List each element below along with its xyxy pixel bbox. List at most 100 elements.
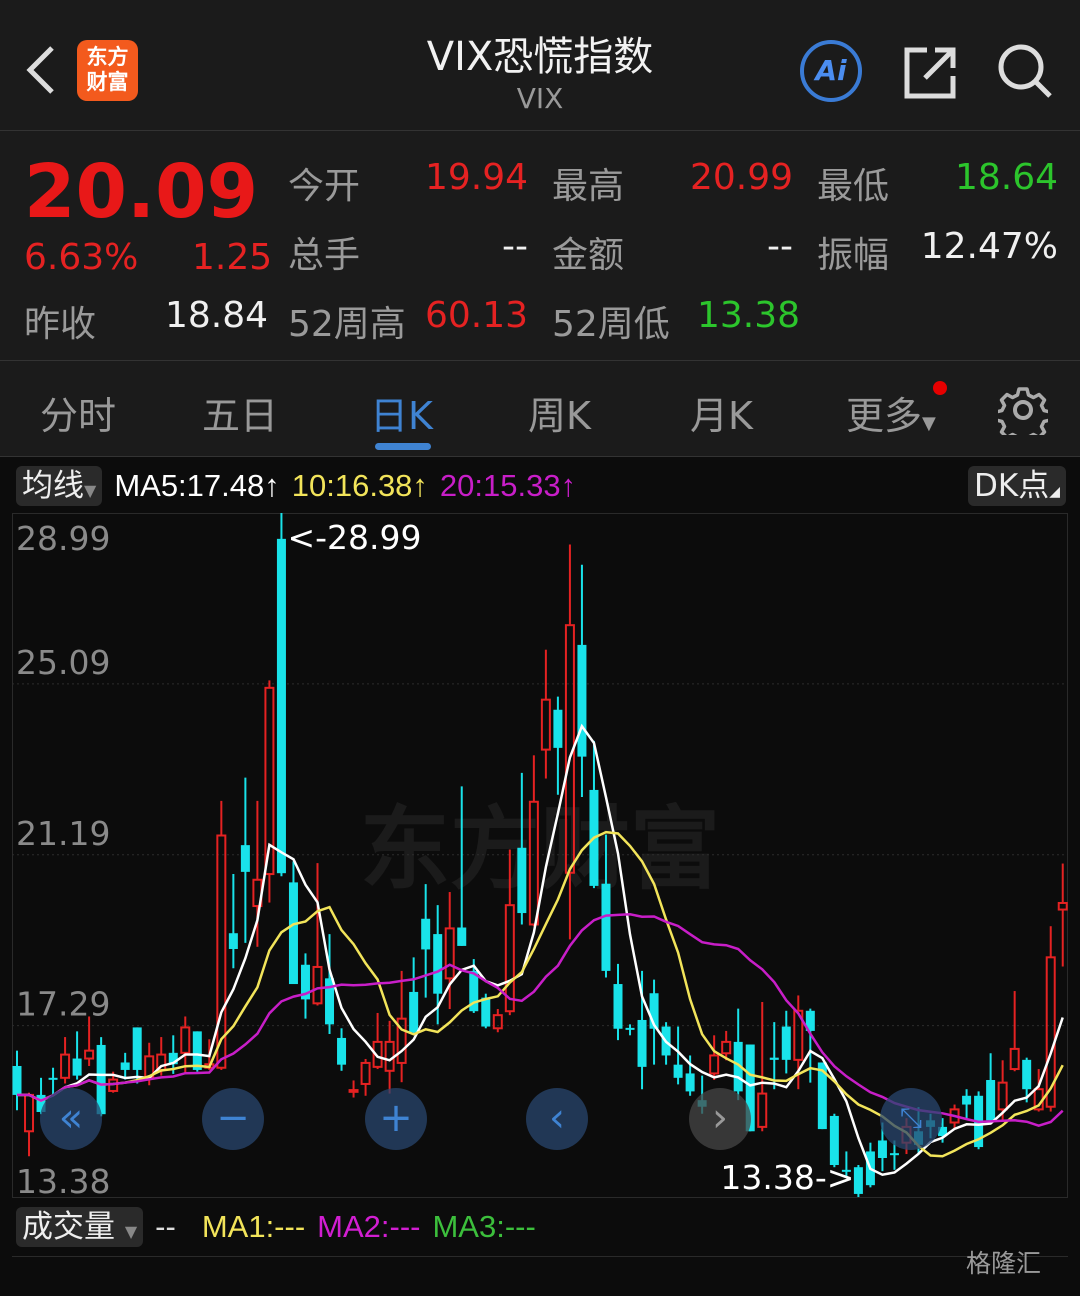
candle-body-down — [613, 984, 623, 1029]
candle-body-up — [312, 965, 323, 1005]
indicator-selector[interactable]: 均线▼ — [16, 466, 103, 506]
dropdown-caret-icon: ▼ — [84, 481, 97, 500]
candle-body-down — [228, 933, 238, 949]
tab-more-label: 更多 — [846, 394, 923, 438]
candle-body-down — [829, 1115, 839, 1166]
y-tick-label: 28.99 — [16, 519, 110, 558]
tab-daily-k[interactable]: 日K — [370, 394, 433, 438]
candle-body-down — [421, 918, 431, 950]
week52-high-label: 52周高 — [288, 304, 406, 345]
double-chevron-left-icon: « — [58, 1095, 84, 1141]
page-title: VIX恐慌指数 — [426, 34, 654, 80]
reset-view-button[interactable]: ⤡ — [880, 1088, 942, 1150]
week52-low-label: 52周低 — [552, 304, 670, 345]
min-price-label: 13.38-> — [720, 1158, 854, 1197]
tab-monthly-k[interactable]: 月K — [690, 394, 753, 438]
dropdown-caret-icon: ▼ — [922, 413, 936, 434]
scroll-to-start-button[interactable]: « — [40, 1088, 102, 1150]
y-tick-label: 17.29 — [16, 985, 110, 1024]
candle-body-down — [673, 1064, 683, 1078]
y-tick-label: 13.38 — [16, 1162, 110, 1201]
zoom-out-button[interactable]: − — [202, 1088, 264, 1150]
candle-body-down — [685, 1073, 695, 1092]
chevron-right-icon: › — [712, 1095, 728, 1141]
prev-close-value: 18.84 — [165, 295, 269, 336]
candle-body-down — [1022, 1059, 1032, 1090]
volume-chart — [12, 1256, 1068, 1296]
kline-chart-frame[interactable] — [12, 513, 1068, 1198]
zoom-in-button[interactable]: + — [365, 1088, 427, 1150]
candle-body-down — [805, 1010, 815, 1031]
candle-body-down — [601, 883, 611, 971]
candle-body-up — [84, 1049, 95, 1060]
candle-body-down — [841, 1169, 851, 1172]
scroll-left-button[interactable]: ‹ — [526, 1088, 588, 1150]
candle-body-up — [528, 800, 539, 926]
ticker-symbol: VIX — [516, 82, 564, 115]
ai-button[interactable]: Ai — [800, 40, 862, 102]
candle-body-down — [288, 882, 298, 985]
candle-body-down — [457, 927, 467, 946]
candle-body-down — [553, 709, 563, 748]
candle-body-up — [384, 1040, 395, 1072]
scroll-right-button[interactable]: › — [689, 1088, 751, 1150]
candle-body-down — [577, 644, 587, 757]
ma20-value: 20:15.33↑ — [439, 468, 577, 503]
candle-body-up — [1009, 1047, 1020, 1071]
tab-five-day[interactable]: 五日 — [202, 394, 279, 438]
y-tick-label: 21.19 — [16, 814, 110, 853]
minus-icon: − — [216, 1095, 250, 1141]
candle-body-down — [48, 1077, 58, 1080]
low-value: 18.64 — [954, 157, 1058, 198]
volume-legend-bar: 成交量 ▼ -- MA1:--- MA2:--- MA3:--- — [0, 1203, 1080, 1253]
candle-body-down — [120, 1062, 130, 1070]
candle-body-up — [1057, 901, 1068, 911]
amplitude-label: 振幅 — [817, 235, 890, 276]
candle-body-down — [12, 1065, 22, 1095]
chevron-left-icon: ‹ — [549, 1095, 565, 1141]
candle-body-up — [24, 1093, 35, 1133]
search-icon[interactable] — [996, 42, 1054, 100]
ma5-line — [17, 723, 1064, 1177]
prev-close-label: 昨收 — [24, 304, 97, 345]
volume-ma3: MA3:--- — [432, 1209, 536, 1244]
max-price-label: <-28.99 — [287, 518, 421, 557]
candle-body-down — [637, 1019, 647, 1067]
candle-body-up — [721, 1040, 732, 1055]
candle-body-up — [396, 1017, 407, 1064]
candle-body-down — [409, 991, 419, 1033]
high-value: 20.99 — [689, 157, 793, 198]
dk-point-button[interactable]: DK点◢ — [968, 466, 1066, 506]
candle-body-down — [192, 1031, 202, 1070]
back-arrow-icon[interactable] — [22, 42, 62, 98]
volume-selector[interactable]: 成交量 ▼ — [16, 1207, 144, 1247]
last-price: 20.09 — [24, 149, 259, 235]
gelonghui-watermark: 格隆汇 — [966, 1249, 1042, 1278]
notification-dot — [933, 381, 947, 395]
corner-caret-icon: ◢ — [1049, 484, 1060, 500]
candle-body-down — [240, 845, 250, 872]
tab-intraday[interactable]: 分时 — [40, 394, 117, 438]
tab-more[interactable]: 更多▼ — [846, 385, 936, 440]
active-tab-indicator — [375, 443, 431, 450]
candle-body-down — [625, 1027, 635, 1030]
share-icon[interactable] — [903, 44, 959, 100]
week52-high-value: 60.13 — [424, 295, 528, 336]
week52-low-value: 13.38 — [697, 295, 801, 336]
low-label: 最低 — [817, 166, 890, 207]
ma10-value: 10:16.38↑ — [291, 468, 428, 503]
candle-body-down — [481, 997, 491, 1027]
candle-body-down — [962, 1095, 972, 1105]
candle-body-up — [540, 698, 551, 751]
candle-body-up — [60, 1053, 71, 1079]
top-bar: 东方财富 VIX恐慌指数 VIX Ai — [0, 0, 1080, 131]
tab-weekly-k[interactable]: 周K — [528, 394, 591, 438]
change-value: 1.25 — [192, 237, 273, 278]
settings-gear-icon[interactable] — [998, 385, 1048, 435]
volume-selector-label: 成交量 — [22, 1209, 115, 1245]
candle-body-up — [180, 1026, 191, 1054]
candle-body-down — [72, 1058, 82, 1076]
indicator-selector-label: 均线 — [22, 468, 84, 504]
candle-body-up — [348, 1089, 359, 1093]
